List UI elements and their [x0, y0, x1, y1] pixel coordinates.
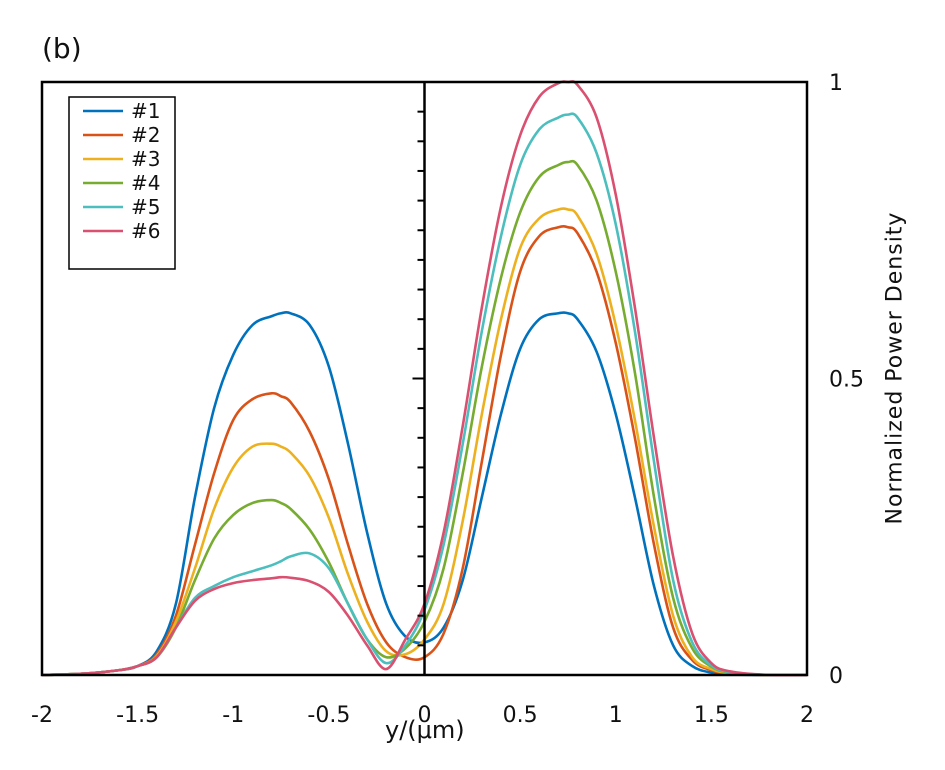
x-tick-label: -2 — [31, 703, 53, 728]
x-tick-label: 1.5 — [694, 703, 729, 728]
panel-label: (b) — [42, 32, 82, 65]
legend-label: #3 — [131, 147, 160, 171]
y-tick-label: 0 — [829, 664, 843, 689]
y-tick-label: 0.5 — [829, 368, 864, 393]
x-tick-label: 1 — [609, 703, 623, 728]
legend-label: #1 — [131, 99, 160, 123]
series-line-5 — [41, 112, 808, 677]
legend-label: #4 — [131, 171, 160, 195]
legend-label: #2 — [131, 123, 160, 147]
x-tick-label: -0.5 — [307, 703, 350, 728]
series-line-6 — [41, 80, 808, 677]
x-tick-label: -1.5 — [116, 703, 159, 728]
x-tick-label: 0.5 — [503, 703, 538, 728]
x-tick-label: 2 — [800, 703, 814, 728]
x-tick-label: -1 — [222, 703, 244, 728]
legend-label: #5 — [131, 195, 160, 219]
x-tick-label: 0 — [418, 703, 432, 728]
y-tick-label: 1 — [829, 71, 843, 96]
legend: #1#2#3#4#5#6 — [68, 96, 176, 270]
series-line-4 — [41, 159, 808, 677]
series-line-2 — [41, 225, 808, 677]
series-line-3 — [41, 207, 808, 677]
legend-label: #6 — [131, 219, 160, 243]
y-axis-label: Normalized Power Density — [882, 211, 908, 525]
x-axis-label: y/(μm) — [385, 716, 465, 744]
axes-layer: 0 0.5 1 -2 -1.5 -1 -0.5 0 0.5 1 1.5 2 — [31, 71, 864, 728]
